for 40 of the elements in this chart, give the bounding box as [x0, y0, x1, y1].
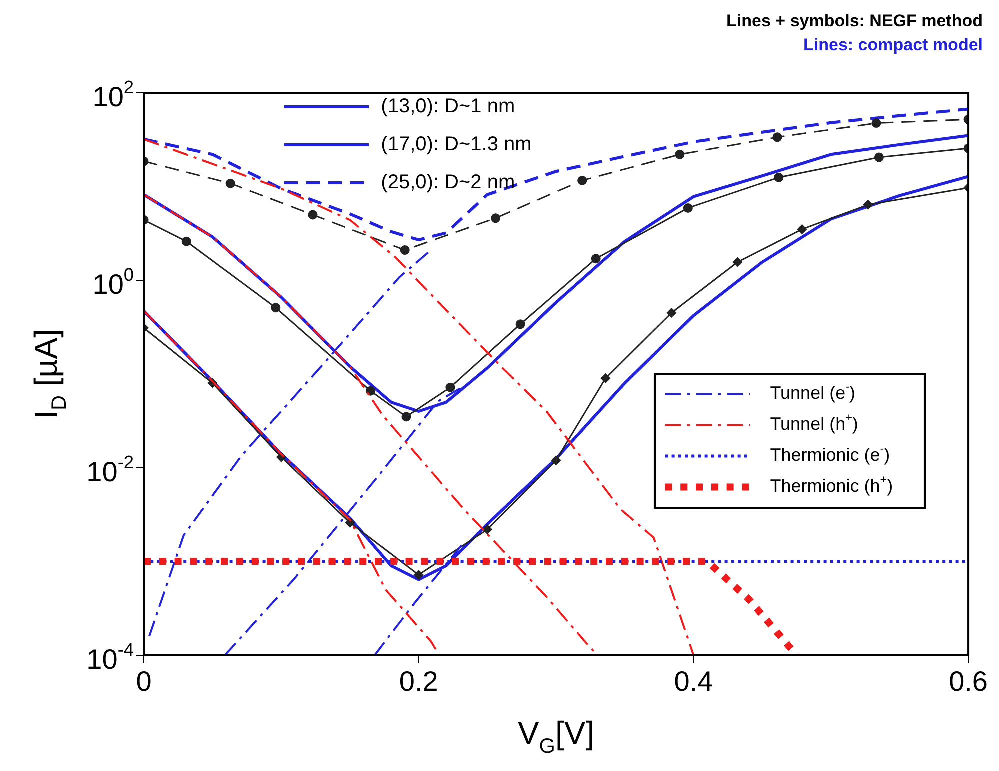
legend-label: (17,0): D~1.3 nm [381, 134, 532, 156]
point [578, 176, 588, 186]
point [226, 178, 236, 188]
point [874, 152, 884, 162]
x-tick-label: 0.6 [949, 666, 988, 697]
point [675, 150, 685, 160]
point [774, 172, 784, 182]
legend-label: Tunnel (h+) [770, 412, 858, 434]
point [732, 258, 742, 268]
point [271, 303, 281, 313]
legend-label: Thermionic (e-) [770, 442, 890, 466]
point [772, 132, 782, 142]
point [308, 210, 318, 220]
y-axis-title: ID [µA] [28, 329, 71, 420]
point [182, 236, 192, 246]
point [491, 214, 501, 224]
text: Lines + symbols: NEGF method [726, 12, 984, 31]
legend-label: Thermionic (h+) [770, 474, 894, 496]
legend-label: Tunnel (e-) [770, 380, 856, 404]
x-tick-label: 0.2 [399, 666, 438, 697]
text: Lines: compact model [804, 36, 984, 55]
x-tick-label: 0 [136, 666, 152, 697]
point [666, 308, 676, 318]
point [872, 118, 882, 128]
point [366, 386, 376, 396]
point [600, 374, 610, 384]
point [552, 456, 562, 466]
point [683, 203, 693, 213]
point [414, 570, 424, 580]
point [798, 224, 808, 234]
point [863, 200, 873, 210]
legend-label: (25,0): D~2 nm [381, 172, 516, 194]
point [591, 254, 601, 264]
legend-label: (13,0): D~1 nm [381, 96, 516, 118]
point [516, 320, 526, 330]
point [402, 412, 412, 422]
point [482, 524, 492, 534]
x-tick-label: 0.4 [674, 666, 714, 697]
point [400, 246, 410, 256]
point [446, 382, 456, 392]
